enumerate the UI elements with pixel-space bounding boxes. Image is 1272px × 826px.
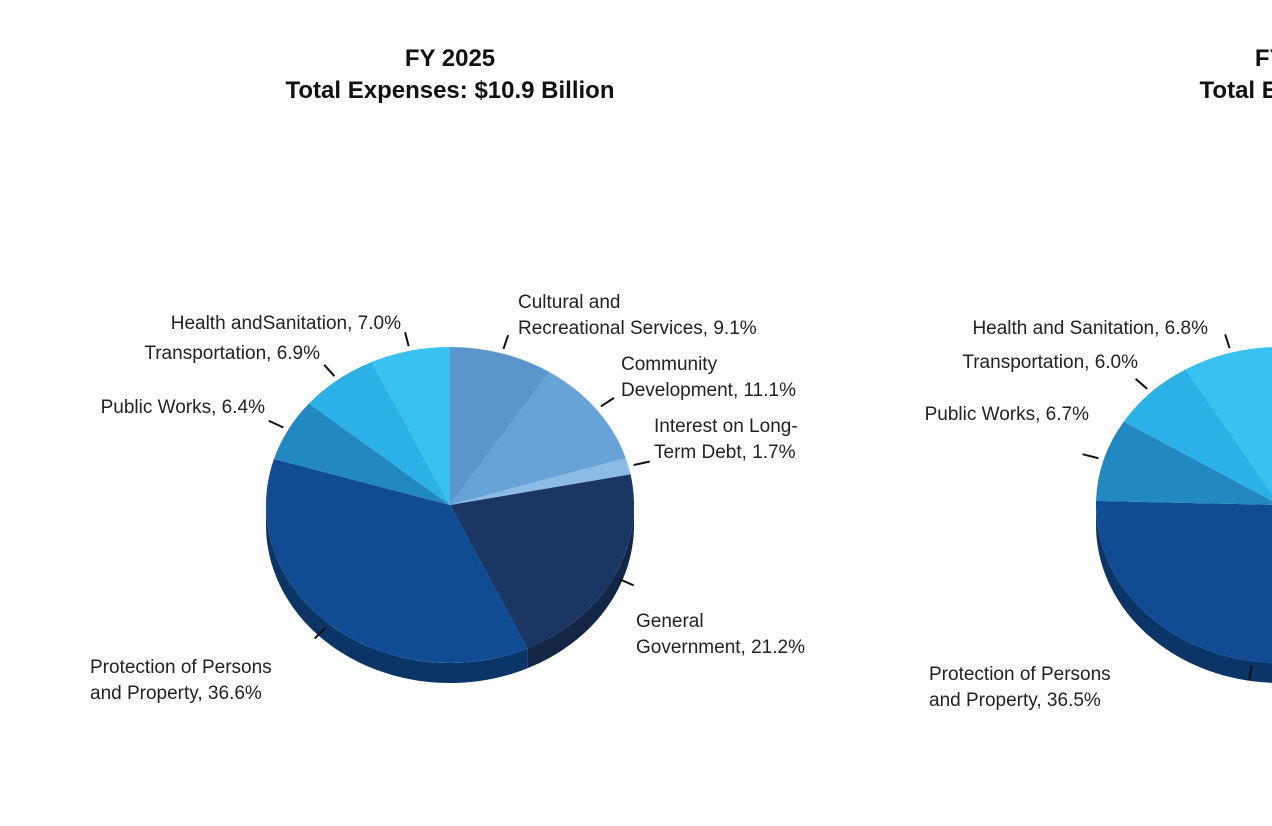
slice-label-line: Health andSanitation, 7.0% bbox=[171, 313, 401, 334]
slice-label: Interest on Long- Term Debt, 1.7% bbox=[654, 416, 798, 463]
leader-line bbox=[1224, 334, 1231, 349]
pie-slice bbox=[450, 372, 626, 505]
pie-slice-side bbox=[527, 505, 634, 669]
slice-label: Protection of Persons and Property, 36.5% bbox=[929, 664, 1111, 711]
pie-slice bbox=[273, 403, 450, 505]
pie-slice bbox=[1123, 369, 1272, 501]
slice-label: General Government, 21.2% bbox=[636, 611, 805, 658]
slice-label: Public Works, 6.4% bbox=[101, 397, 265, 418]
pie-slice-side bbox=[265, 505, 528, 683]
chart-subtitle: Total Expenses: $10.9 Billion bbox=[286, 77, 615, 104]
leader-line bbox=[618, 577, 635, 587]
pie-slice-side bbox=[1096, 505, 1272, 683]
leader-line bbox=[1248, 665, 1253, 681]
slice-label: Public Works, 6.7% bbox=[925, 404, 1089, 425]
pie-labels: Protection of Persons and Property, 36.5%… bbox=[925, 318, 1253, 711]
slice-label-line: Protection of Persons bbox=[929, 664, 1111, 685]
slice-label-line: Government, 21.2% bbox=[636, 637, 805, 658]
chart-subtitle: Total Expense bbox=[1200, 77, 1272, 104]
leader-line bbox=[323, 364, 336, 377]
slice-label-line: Development, 11.1% bbox=[621, 380, 796, 401]
leader-line bbox=[404, 332, 410, 347]
leader-line bbox=[1134, 378, 1148, 390]
slice-label: Protection of Persons and Property, 36.6% bbox=[90, 657, 272, 704]
slice-label: Health andSanitation, 7.0% bbox=[171, 313, 401, 334]
slice-label-line: Protection of Persons bbox=[90, 657, 272, 678]
slice-label-line: Public Works, 6.7% bbox=[925, 404, 1089, 425]
pie-slice bbox=[1185, 347, 1272, 494]
pie-slices bbox=[1096, 347, 1272, 663]
pie-chart-fy-next: FY 2 Total Expense Protection of Persons… bbox=[925, 45, 1272, 711]
pie-slice bbox=[1096, 500, 1272, 663]
leader-line bbox=[502, 334, 510, 350]
slice-label-line: Community bbox=[621, 354, 718, 375]
pie-slice bbox=[450, 458, 631, 505]
pie-slice bbox=[371, 347, 450, 505]
slice-label-line: Health and Sanitation, 6.8% bbox=[972, 318, 1208, 339]
leader-line bbox=[268, 419, 284, 429]
chart-title: FY 2025 bbox=[405, 45, 495, 72]
pie-depth bbox=[1096, 505, 1272, 683]
slice-label: Community Development, 11.1% bbox=[621, 354, 796, 401]
leader-line bbox=[600, 397, 615, 408]
chart-title: FY 2 bbox=[1255, 45, 1272, 72]
slice-label: Transportation, 6.0% bbox=[962, 352, 1138, 373]
slice-label-line: Term Debt, 1.7% bbox=[654, 442, 796, 463]
slice-label: Health and Sanitation, 6.8% bbox=[972, 318, 1208, 339]
pie-slices bbox=[266, 347, 634, 664]
pie-slice bbox=[308, 362, 450, 505]
leader-line bbox=[1082, 453, 1099, 460]
slice-label-line: Transportation, 6.0% bbox=[962, 352, 1138, 373]
slice-label: Cultural and Recreational Services, 9.1% bbox=[518, 292, 757, 339]
leader-line bbox=[633, 460, 650, 467]
slice-label-line: and Property, 36.5% bbox=[929, 690, 1101, 711]
slice-label-line: and Property, 36.6% bbox=[90, 683, 262, 704]
pie-chart-fy2025: FY 2025 Total Expenses: $10.9 Billion Cu… bbox=[90, 45, 805, 704]
slice-label-line: General bbox=[636, 611, 704, 632]
leader-line bbox=[313, 627, 327, 640]
slice-label-line: Interest on Long- bbox=[654, 416, 798, 437]
pie-slice bbox=[1096, 421, 1272, 505]
pie-depth bbox=[265, 505, 634, 683]
slice-label-line: Public Works, 6.4% bbox=[101, 397, 265, 418]
slice-label-line: Transportation, 6.9% bbox=[144, 343, 320, 364]
pie-slice bbox=[266, 459, 528, 664]
slice-label-line: Cultural and bbox=[518, 292, 620, 313]
slice-label: Transportation, 6.9% bbox=[144, 343, 320, 364]
slice-label-line: Recreational Services, 9.1% bbox=[518, 318, 757, 339]
pie-slice bbox=[450, 474, 634, 649]
pie-slice bbox=[450, 347, 550, 505]
pie-labels: Cultural and Recreational Services, 9.1%C… bbox=[90, 292, 805, 704]
